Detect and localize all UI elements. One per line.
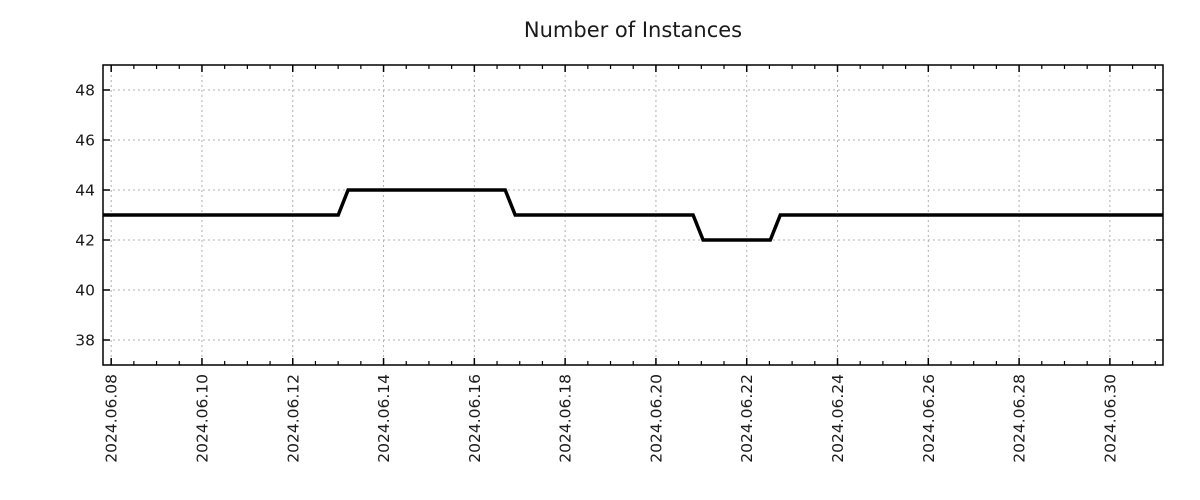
x-tick-label: 2024.06.10	[193, 374, 211, 463]
x-tick-label: 2024.06.12	[284, 374, 302, 463]
x-tick-label: 2024.06.28	[1011, 374, 1029, 463]
x-tick-label: 2024.06.08	[103, 374, 121, 463]
x-tick-label: 2024.06.16	[466, 374, 484, 463]
x-tick-label: 2024.06.30	[1101, 374, 1119, 463]
y-tick-label: 46	[75, 132, 95, 150]
y-tick-label: 38	[75, 332, 95, 350]
y-tick-label: 40	[75, 282, 95, 300]
y-tick-label: 44	[75, 182, 95, 200]
data-line	[103, 188, 1163, 242]
y-tick-label: 42	[75, 232, 95, 250]
x-tick-label: 2024.06.24	[829, 374, 847, 463]
chart-title: Number of Instances	[523, 18, 743, 42]
x-tick-label: 2024.06.20	[647, 374, 665, 463]
x-tick-label: 2024.06.26	[920, 374, 938, 463]
y-tick-label: 48	[75, 82, 95, 100]
x-tick-label: 2024.06.14	[375, 374, 393, 463]
x-tick-label: 2024.06.22	[738, 374, 756, 463]
x-tick-label: 2024.06.18	[557, 374, 575, 463]
